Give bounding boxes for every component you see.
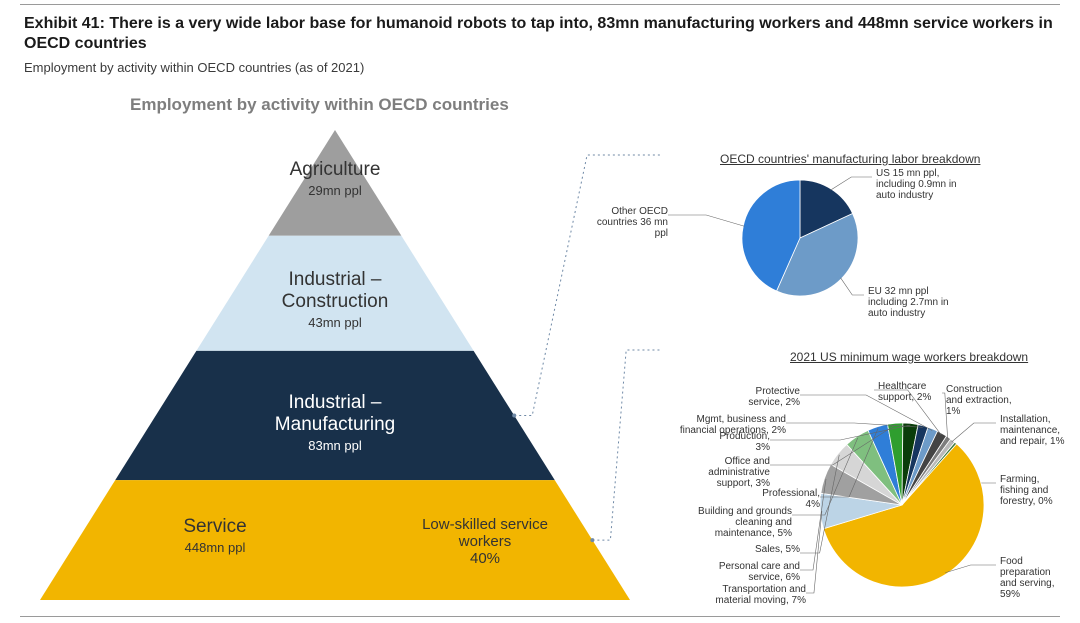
pie2-label: Mgmt, business and financial operations,… bbox=[646, 414, 786, 436]
pie2-chart bbox=[0, 0, 1080, 623]
pie2-label: Sales, 5% bbox=[660, 544, 800, 555]
pie2-label: Professional, 4% bbox=[680, 488, 820, 510]
pie2-label: Food preparation and serving, 59% bbox=[1000, 556, 1080, 600]
pie2-label: Protective service, 2% bbox=[660, 386, 800, 408]
pie2-label: Installation, maintenance, and repair, 1… bbox=[1000, 414, 1080, 447]
pie2-label: Building and grounds cleaning and mainte… bbox=[652, 506, 792, 539]
pie2-label: Personal care and service, 6% bbox=[660, 561, 800, 583]
pie2-leader bbox=[952, 423, 996, 442]
pie2-label: Farming, fishing and forestry, 0% bbox=[1000, 474, 1080, 507]
pie2-label: Construction and extraction, 1% bbox=[946, 384, 1036, 417]
pie2-label: Transportation and material moving, 7% bbox=[666, 584, 806, 606]
pie2-label: Office and administrative support, 3% bbox=[630, 456, 770, 489]
